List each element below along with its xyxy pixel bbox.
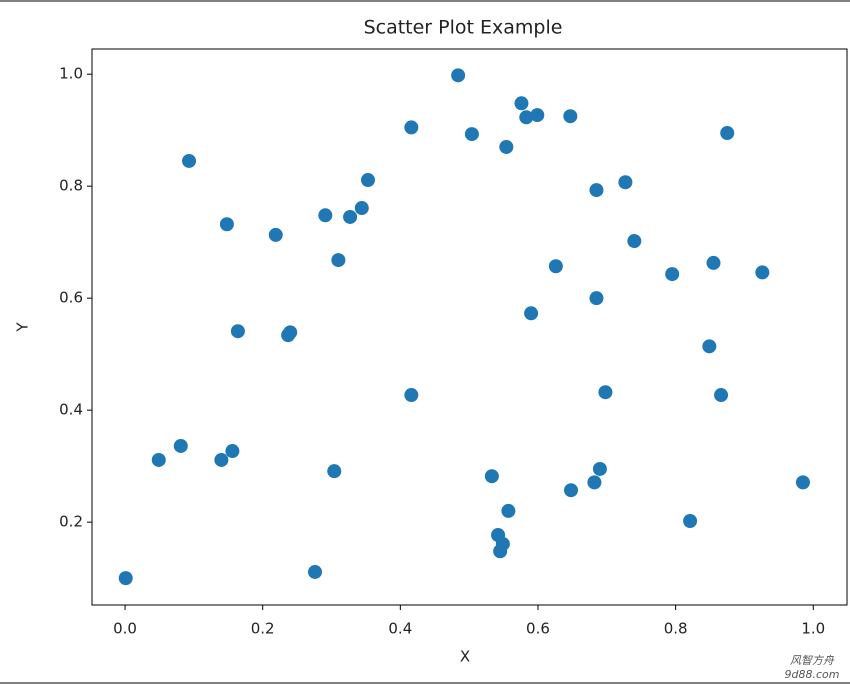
point — [464, 127, 479, 142]
point — [404, 120, 419, 135]
watermark: 风智方舟 — [790, 654, 835, 667]
point — [524, 306, 539, 321]
point — [451, 68, 466, 83]
point — [343, 209, 358, 224]
point — [360, 173, 375, 188]
point — [702, 339, 717, 354]
point — [307, 564, 322, 579]
watermark: 9d88.com — [785, 668, 840, 681]
point — [665, 267, 680, 282]
point — [720, 125, 735, 140]
point — [225, 444, 240, 459]
point — [706, 255, 721, 270]
x-tick-label: 0.6 — [526, 620, 550, 638]
chart-title: Scatter Plot Example — [364, 17, 563, 39]
y-tick-label: 0.4 — [59, 401, 83, 419]
x-tick-label: 0.0 — [113, 620, 137, 638]
point — [587, 475, 602, 490]
point — [755, 265, 770, 280]
point — [404, 388, 419, 403]
x-axis-label: X — [460, 648, 470, 666]
point — [173, 438, 188, 453]
y-tick-label: 0.2 — [59, 513, 83, 531]
point — [219, 217, 234, 232]
x-tick-label: 1.0 — [801, 620, 825, 638]
x-tick-label: 0.4 — [388, 620, 412, 638]
point — [530, 108, 545, 123]
point — [627, 234, 642, 249]
point — [519, 110, 534, 125]
point — [589, 183, 604, 198]
point — [214, 452, 229, 467]
point — [589, 291, 604, 306]
point — [354, 201, 369, 216]
point — [230, 324, 245, 339]
point — [327, 464, 342, 479]
point — [182, 153, 197, 168]
point — [268, 227, 283, 242]
point — [499, 139, 514, 154]
point — [501, 503, 516, 518]
point — [514, 96, 529, 111]
x-tick-label: 0.8 — [664, 620, 688, 638]
point — [495, 536, 510, 551]
point — [592, 461, 607, 476]
point — [563, 109, 578, 124]
x-tick-label: 0.2 — [251, 620, 275, 638]
point — [151, 452, 166, 467]
y-tick-label: 0.8 — [59, 177, 83, 195]
point — [548, 259, 563, 274]
point — [683, 514, 698, 529]
point — [618, 175, 633, 190]
point — [331, 253, 346, 268]
y-axis-label: Y — [14, 322, 32, 333]
point — [564, 483, 579, 498]
point — [795, 475, 810, 490]
point — [118, 571, 133, 586]
point — [598, 385, 613, 400]
point — [484, 469, 499, 484]
y-tick-label: 0.6 — [59, 289, 83, 307]
point — [283, 325, 298, 340]
plot-frame — [91, 48, 848, 606]
point — [714, 388, 729, 403]
y-tick-label: 1.0 — [59, 65, 83, 83]
point — [318, 208, 333, 223]
